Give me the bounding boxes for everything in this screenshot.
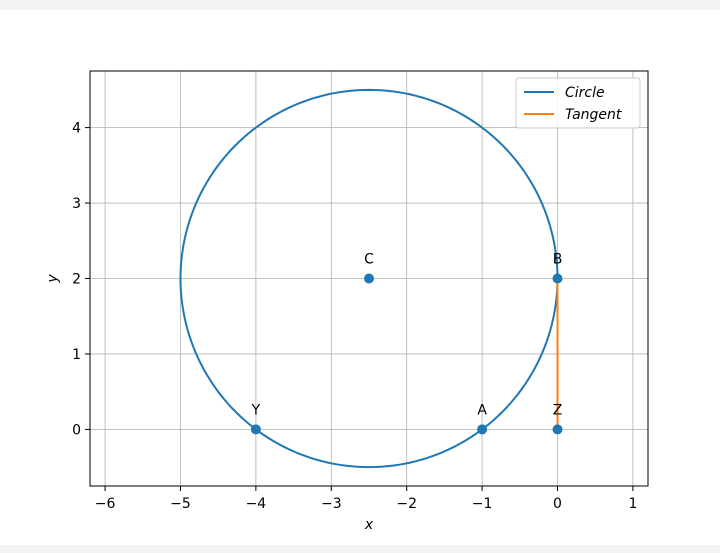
x-tick-label: −2 — [396, 496, 417, 512]
legend-label-circle: Circle — [565, 85, 605, 101]
y-tick-label: 3 — [72, 196, 81, 212]
x-tick-label: −3 — [321, 496, 342, 512]
legend-label-tangent: Tangent — [565, 107, 622, 123]
x-tick-label: −4 — [246, 496, 267, 512]
y-tick-label: 0 — [72, 422, 81, 438]
y-tick-label: 2 — [72, 272, 81, 288]
point-b-label: B — [553, 252, 563, 268]
point-y-label: Y — [251, 402, 261, 418]
series-circle-line — [179, 88, 559, 469]
series-layer — [179, 88, 559, 469]
x-axis-label: x — [364, 517, 374, 533]
legend: Circle Tangent — [515, 77, 641, 129]
y-tick-label: 1 — [72, 347, 81, 363]
points-layer: C B Y A Z — [251, 252, 563, 435]
point-y-marker — [250, 424, 261, 435]
x-tick-label: −6 — [95, 496, 116, 512]
x-tick-label: −5 — [170, 496, 191, 512]
point-z-marker — [552, 424, 563, 435]
x-tick-label: −1 — [472, 496, 493, 512]
point-z-label: Z — [553, 402, 563, 418]
x-tick-label: 1 — [628, 496, 637, 512]
axes: −6 −5 −4 −3 −2 −1 0 1 0 1 2 3 4 x y — [45, 70, 649, 533]
point-a-label: A — [477, 402, 487, 418]
legend-box — [515, 77, 641, 129]
point-c-marker — [364, 273, 374, 284]
point-b-marker — [552, 273, 563, 284]
x-tick-label: 0 — [553, 496, 562, 512]
y-tick-label: 4 — [72, 121, 81, 137]
y-axis-label: y — [45, 274, 61, 284]
point-c-label: C — [364, 252, 374, 268]
point-a-marker — [477, 424, 488, 435]
